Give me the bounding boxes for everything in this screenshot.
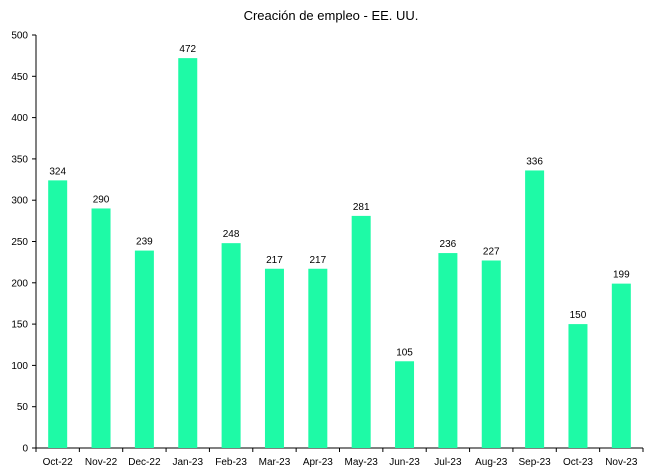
y-tick-label: 250 (11, 237, 28, 248)
x-tick-label: Oct-23 (563, 457, 593, 468)
bar-mar-23 (264, 268, 284, 448)
x-tick-label: Feb-23 (215, 457, 247, 468)
data-label: 236 (440, 239, 457, 250)
data-label: 472 (179, 44, 196, 55)
y-tick-label: 350 (11, 154, 28, 165)
y-tick-label: 100 (11, 361, 28, 372)
data-label: 150 (570, 310, 587, 321)
y-tick-label: 150 (11, 320, 28, 331)
y-tick-label: 0 (22, 444, 28, 455)
x-tick-label: Nov-22 (85, 457, 118, 468)
y-tick-label: 300 (11, 196, 28, 207)
chart-title: Creación de empleo - EE. UU. (244, 8, 419, 23)
bar-oct-22 (48, 180, 68, 448)
x-tick-label: Nov-23 (605, 457, 638, 468)
bar-sep-23 (525, 170, 545, 449)
bar-nov-23 (611, 283, 631, 448)
data-label: 336 (526, 156, 543, 167)
bar-jun-23 (395, 361, 415, 448)
bars (48, 58, 631, 449)
data-label: 248 (223, 229, 240, 240)
bar-jan-23 (178, 58, 198, 449)
x-tick-label: Jun-23 (389, 457, 420, 468)
bar-oct-23 (568, 324, 588, 448)
x-tick-label: Sep-23 (518, 457, 551, 468)
y-axis: 0 50 100 150 200 250 300 350 400 450 500 (11, 31, 37, 455)
bar-may-23 (351, 215, 371, 448)
x-axis: Oct-22 Nov-22 Dec-22 Jan-23 Feb-23 Mar-23 Apr-… (35, 447, 644, 468)
y-tick-label: 400 (11, 113, 28, 124)
x-tick-label: Dec-22 (128, 457, 161, 468)
x-tick-label: Apr-23 (303, 457, 333, 468)
data-label: 324 (49, 166, 66, 177)
y-tick-label: 450 (11, 72, 28, 83)
data-label: 290 (93, 194, 110, 205)
y-tick-label: 200 (11, 278, 28, 289)
y-tick-label: 500 (11, 31, 28, 42)
data-label: 217 (266, 255, 283, 266)
bar-nov-22 (91, 208, 111, 448)
data-label: 105 (396, 347, 413, 358)
data-labels: 324 290 239 472 248 217 217 281 105 236 227 336 150 1… (49, 44, 630, 358)
x-tick-label: Oct-22 (43, 457, 73, 468)
data-label: 281 (353, 202, 370, 213)
bar-feb-23 (221, 243, 241, 448)
x-tick-label: Jul-23 (434, 457, 462, 468)
y-tick-label: 50 (17, 402, 29, 413)
x-tick-label: May-23 (344, 457, 378, 468)
x-tick-label: Jan-23 (172, 457, 203, 468)
x-tick-label: Aug-23 (475, 457, 508, 468)
bar-jul-23 (438, 253, 458, 448)
x-tick-label: Mar-23 (259, 457, 291, 468)
data-label: 227 (483, 246, 500, 257)
bar-apr-23 (308, 268, 328, 448)
data-label: 239 (136, 237, 153, 248)
data-label: 217 (309, 255, 326, 266)
bar-aug-23 (481, 260, 501, 448)
bar-dec-22 (134, 250, 154, 448)
data-label: 199 (613, 270, 630, 281)
